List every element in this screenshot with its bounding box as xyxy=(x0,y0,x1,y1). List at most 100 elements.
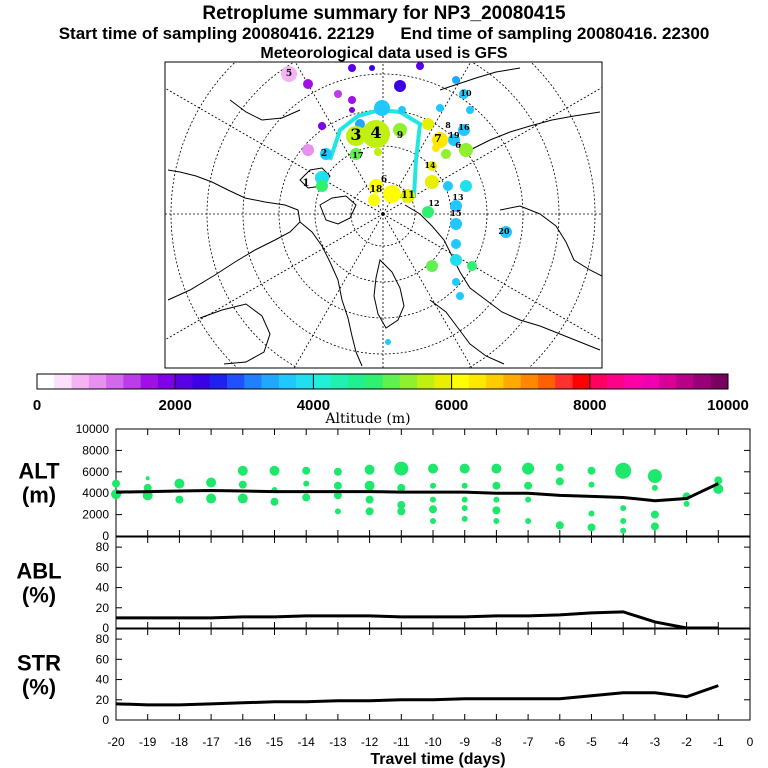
map-day-label: 16 xyxy=(458,122,470,132)
alt-scatter-point xyxy=(364,480,375,491)
colorbar-swatch xyxy=(451,374,470,389)
colorbar-swatch xyxy=(192,374,211,389)
alt-scatter-point xyxy=(461,496,468,503)
abl-y-tick-label: 0 xyxy=(102,621,109,635)
map-day-label: 11 xyxy=(401,190,415,201)
coastline xyxy=(199,303,271,365)
alt-scatter-point xyxy=(302,466,311,475)
colorbar-swatch xyxy=(399,374,418,389)
meridian-line xyxy=(165,87,384,215)
colorbar-swatch xyxy=(313,374,331,389)
map-day-label: 7 xyxy=(434,132,442,145)
x-tick-label: -9 xyxy=(459,735,470,749)
alt-scatter-point xyxy=(397,483,406,492)
plume-bubble xyxy=(436,104,444,112)
plume-bubble xyxy=(425,175,439,189)
colorbar-swatch xyxy=(520,374,539,389)
coastline xyxy=(319,195,357,225)
x-tick-label: -17 xyxy=(202,735,220,749)
alt-scatter-point xyxy=(174,478,185,489)
x-tick-label: -16 xyxy=(234,735,252,749)
coastline xyxy=(499,205,602,277)
plume-bubble xyxy=(456,292,464,300)
alt-y-label: (m) xyxy=(22,483,56,508)
alt-scatter-point xyxy=(650,522,659,531)
colorbar-swatch xyxy=(555,374,573,389)
alt-scatter-point xyxy=(651,484,658,491)
plume-bubble xyxy=(459,89,469,99)
plume-bubble xyxy=(374,148,382,156)
alt-scatter-point xyxy=(143,483,152,492)
colorbar-swatch xyxy=(607,374,625,389)
colorbar-tick-label: 4000 xyxy=(297,397,330,414)
map-day-label: 6 xyxy=(381,175,387,185)
plume-bubble xyxy=(318,122,326,130)
alt-scatter-point xyxy=(620,527,627,534)
alt-scatter-point xyxy=(333,491,342,500)
alt-y-tick-label: 0 xyxy=(102,529,109,543)
alt-scatter-point xyxy=(588,481,595,488)
plume-bubble xyxy=(303,79,313,89)
alt-scatter-point xyxy=(334,508,341,515)
plume-bubble xyxy=(448,134,460,146)
map-day-label: 2 xyxy=(321,149,327,159)
meridian-line xyxy=(165,213,384,341)
x-tick-label: -5 xyxy=(586,735,597,749)
alt-scatter-point xyxy=(459,463,470,474)
map-day-label: 9 xyxy=(397,131,403,141)
x-tick-label: -6 xyxy=(554,735,565,749)
alt-scatter-point xyxy=(429,505,437,514)
met-data-label: Meteorological data used is GFS xyxy=(260,45,508,62)
abl-panel: 0 20 40 60 80 ABL(%) xyxy=(16,536,751,635)
alt-scatter-point xyxy=(461,482,468,489)
colorbar-swatch xyxy=(227,374,245,389)
colorbar-swatch xyxy=(537,374,556,389)
x-tick-label: -13 xyxy=(329,735,347,749)
coastline xyxy=(429,299,505,365)
coastline xyxy=(167,169,301,301)
plume-bubble xyxy=(466,106,474,114)
map-day-label: 20 xyxy=(498,226,510,236)
alt-scatter-point xyxy=(522,462,535,475)
map-day-label: 14 xyxy=(424,160,436,170)
colorbar-swatch xyxy=(641,374,660,389)
alt-scatter-point xyxy=(237,493,248,504)
str-y-tick-label: 20 xyxy=(96,693,110,707)
alt-scatter-point xyxy=(461,515,468,522)
plume-bubble xyxy=(350,148,362,160)
plume-bubble xyxy=(460,180,472,192)
colorbar-swatch xyxy=(365,374,383,389)
colorbar-swatch xyxy=(676,374,694,389)
alt-scatter-point xyxy=(237,465,248,476)
colorbar-swatch xyxy=(347,374,366,389)
colorbar-swatch xyxy=(157,374,176,389)
alt-scatter-point xyxy=(365,495,374,504)
coastline xyxy=(229,99,301,121)
meridian-line xyxy=(382,62,472,215)
alt-scatter-point xyxy=(525,496,532,503)
plume-bubble xyxy=(383,185,401,203)
map-day-label: 5 xyxy=(286,69,292,79)
alt-scatter-point xyxy=(269,465,280,476)
alt-scatter-point xyxy=(430,496,436,503)
alt-scatter-point xyxy=(493,518,500,525)
alt-scatter-point xyxy=(175,495,184,504)
meridian-line xyxy=(293,213,384,368)
colorbar-swatch xyxy=(468,374,487,389)
alt-panel: 0 2000 4000 6000 8000 10000 ALT(m) xyxy=(18,422,751,543)
alt-scatter-point xyxy=(394,461,409,476)
alt-scatter-point xyxy=(238,480,247,489)
alt-scatter-point xyxy=(430,518,436,525)
x-tick-label: -20 xyxy=(107,735,125,749)
plume-bubble xyxy=(374,100,390,116)
plume-bubble xyxy=(302,144,314,156)
colorbar-swatch xyxy=(261,374,280,389)
alt-scatter-point xyxy=(206,493,217,504)
map-day-label: 13 xyxy=(452,192,464,202)
alt-scatter-point xyxy=(461,505,468,512)
map-day-label: 3 xyxy=(350,125,361,144)
colorbar-swatch xyxy=(693,374,712,389)
plume-bubble xyxy=(349,107,355,113)
colorbar-swatch xyxy=(106,374,124,389)
